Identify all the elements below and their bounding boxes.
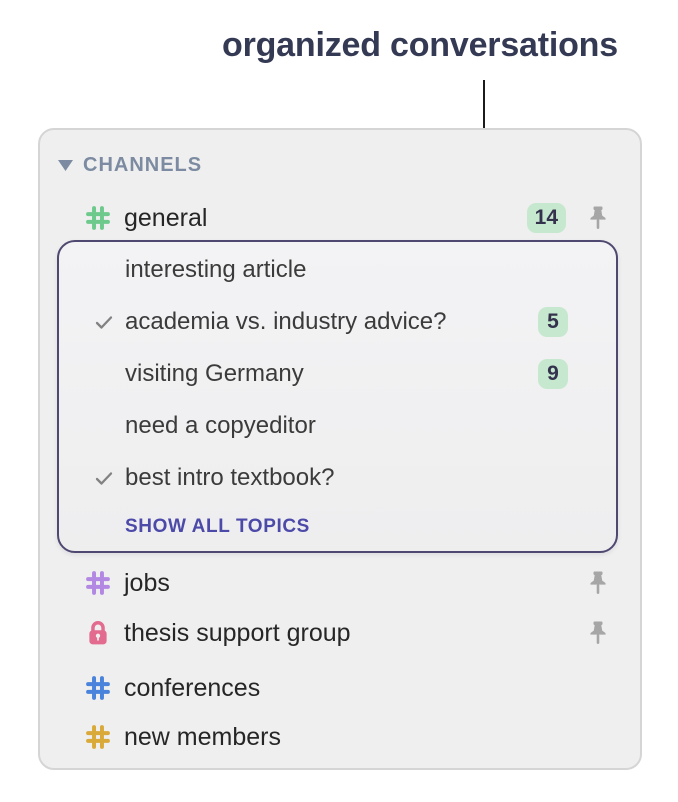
hash-icon	[84, 723, 112, 751]
hash-icon	[84, 204, 112, 232]
channel-name: jobs	[124, 568, 170, 597]
channel-name: thesis support group	[124, 618, 351, 647]
channels-section-header[interactable]: CHANNELS	[58, 150, 202, 180]
resolved-check-icon	[93, 311, 115, 333]
unread-badge: 5	[538, 307, 568, 337]
topic-row[interactable]: visiting Germany 9	[93, 348, 568, 400]
channel-row-new-members[interactable]: new members	[84, 711, 610, 763]
topic-name: need a copyeditor	[125, 412, 316, 439]
topic-row[interactable]: need a copyeditor	[93, 400, 568, 452]
show-all-topics-link[interactable]: SHOW ALL TOPICS	[125, 516, 310, 537]
pin-icon	[586, 619, 610, 647]
collapse-triangle-icon	[58, 159, 73, 171]
pin-icon	[586, 569, 610, 597]
channel-name: general	[124, 203, 208, 232]
lock-icon	[84, 619, 112, 647]
check-slot-empty	[93, 415, 115, 437]
channel-row-conferences[interactable]: conferences	[84, 662, 610, 714]
topic-row[interactable]: academia vs. industry advice? 5	[93, 296, 568, 348]
channels-section-label: CHANNELS	[83, 153, 203, 176]
check-slot-empty	[93, 363, 115, 385]
channel-row-general[interactable]: general 14	[84, 192, 610, 244]
hash-icon	[84, 569, 112, 597]
unread-badge: 14	[526, 203, 566, 233]
pin-icon	[586, 204, 610, 232]
channel-row-jobs[interactable]: jobs	[84, 557, 610, 609]
hash-icon	[84, 674, 112, 702]
topic-name: interesting article	[125, 256, 307, 283]
topic-row[interactable]: interesting article	[93, 244, 568, 296]
channel-row-thesis-support-group[interactable]: thesis support group	[84, 607, 610, 659]
unread-badge: 9	[538, 359, 568, 389]
channel-name: new members	[124, 722, 281, 751]
topic-row[interactable]: best intro textbook?	[93, 452, 568, 504]
topic-name: academia vs. industry advice?	[125, 308, 447, 335]
topic-name: best intro textbook?	[125, 464, 335, 491]
topic-list-box: interesting article academia vs. industr…	[57, 240, 618, 553]
check-slot-empty	[93, 259, 115, 281]
annotation-title: organized conversations	[222, 26, 618, 64]
channel-name: conferences	[124, 673, 261, 702]
topic-name: visiting Germany	[125, 360, 304, 387]
resolved-check-icon	[93, 467, 115, 489]
